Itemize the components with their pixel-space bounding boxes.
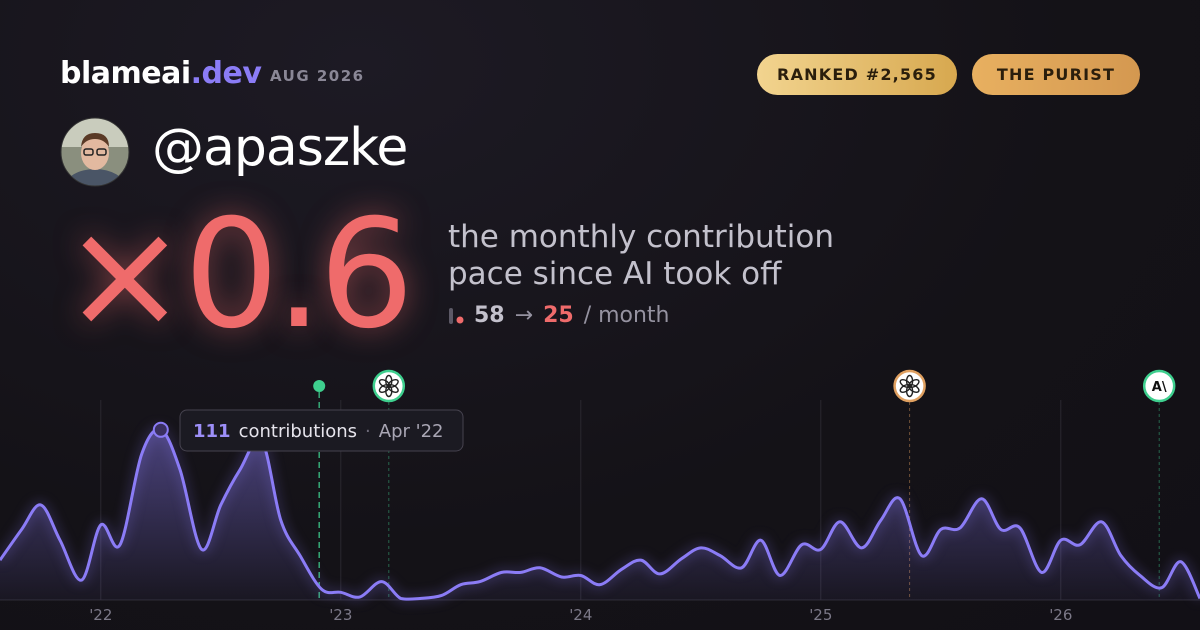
brand: blameai.dev — [60, 56, 262, 91]
event-ring — [1142, 369, 1176, 403]
date: AUG 2026 — [270, 67, 365, 85]
pace-after: 25 — [543, 303, 574, 328]
tooltip-separator: · — [365, 421, 371, 442]
event-label: A\ — [1152, 380, 1167, 395]
pace: 58 → 25 / month — [448, 303, 670, 328]
event-icon — [372, 369, 406, 403]
icon-petal — [378, 379, 391, 388]
handle: @apaszke — [152, 118, 408, 178]
x-tick-label: '26 — [1049, 606, 1072, 624]
event-icon: A\ — [1142, 369, 1176, 403]
area-fill — [0, 429, 1200, 600]
brand-tld: .dev — [190, 56, 262, 91]
pace-glyph — [449, 307, 464, 324]
brand-name: blameai — [60, 56, 191, 91]
tooltip-text: 111 contributions · Apr '22 — [193, 421, 444, 442]
title-badge: THE PURIST — [972, 54, 1140, 95]
line — [0, 427, 1200, 601]
tooltip-value: 111 — [193, 421, 231, 442]
pace-arrow: → — [514, 303, 534, 328]
x-tick-label: '25 — [809, 606, 832, 624]
chart: '22 '23 '24 '25 '26 A\ 111 contributions · Apr '2… — [0, 369, 1200, 624]
event-icon — [893, 369, 926, 403]
x-tick-label: '22 — [89, 606, 112, 624]
tooltip-date: Apr '22 — [379, 421, 444, 442]
highlight-point — [152, 421, 169, 438]
tooltip: 111 contributions · Apr '22 — [179, 409, 464, 452]
avatar — [60, 117, 130, 187]
caption: the monthly contribution — [448, 219, 835, 255]
caption: pace since AI took off — [448, 256, 782, 292]
x-tick-label: '23 — [329, 606, 352, 624]
rank-badge: RANKED #2,565 — [757, 54, 957, 95]
x-tick-label: '24 — [569, 606, 592, 624]
tooltip-box — [179, 409, 464, 452]
pace-before: 58 — [474, 303, 505, 328]
event-dot — [313, 380, 326, 392]
icon-petal — [899, 379, 911, 388]
tooltip-unit: contributions — [239, 421, 357, 442]
pace-unit: / month — [583, 303, 670, 328]
multiplier: ×0.6 — [62, 188, 414, 362]
